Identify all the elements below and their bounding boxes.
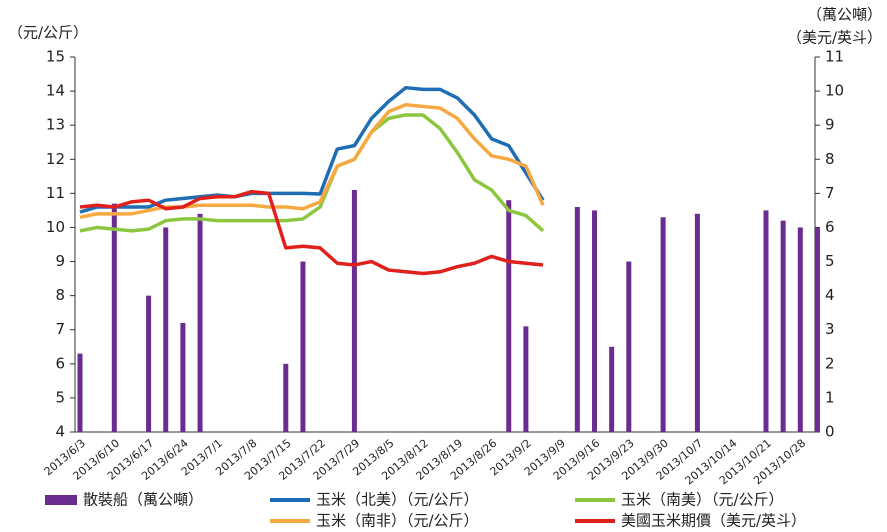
bar [300,261,306,432]
bar [660,217,666,432]
y2-tick-label: 6 [825,218,835,236]
line [79,102,545,219]
legend-label: 美國玉米期價（美元/英斗） [621,512,806,530]
y2-tick-label: 9 [825,116,835,134]
y2-tick-label: 8 [825,150,835,168]
y-tick-label: 10 [46,218,65,236]
y2-tick-label: 3 [825,320,835,338]
y-tick-label: 9 [55,252,65,270]
y2-tick-label: 1 [825,388,835,406]
bar [111,203,117,432]
bar [146,295,152,432]
bar [763,210,769,432]
bar [694,213,700,432]
y-tick-label: 13 [46,116,65,134]
legend-label: 散裝船（萬公噸） [83,491,203,509]
y-tick-label: 6 [55,354,65,372]
y2-tick-label: 7 [825,184,835,202]
y2-tick-label: 2 [825,354,835,372]
y-tick-label: 4 [55,423,65,441]
y2-axis-label: （美元/英斗） [787,29,882,47]
bar [574,207,580,432]
bar [197,213,203,432]
y-tick-label: 8 [55,286,65,304]
bar [780,220,786,432]
legend-label: 玉米（南非）（元/公斤） [316,512,479,530]
line [79,85,545,214]
y-tick-label: 5 [55,388,65,406]
y-tick-label: 12 [46,150,65,168]
y-tick-label: 11 [46,184,65,202]
legend-label: 玉米（北美）（元/公斤） [316,491,479,509]
bar [626,261,632,432]
y2-tick-label: 4 [825,286,835,304]
y-tick-label: 15 [46,48,65,66]
bar [523,326,529,432]
y-tick-label: 7 [55,320,65,338]
bar [77,353,83,432]
y2-tick-label: 5 [825,252,835,270]
y2-axis-label: （萬公噸） [807,6,882,24]
bar [592,210,597,432]
line [79,189,544,276]
bar [351,189,357,432]
bar [814,227,820,432]
bar [180,322,186,432]
line [79,113,545,233]
bar [163,227,169,432]
y-tick-label: 14 [46,82,65,100]
legend-swatch [45,495,77,505]
bar [797,227,803,432]
legend-label: 玉米（南美）（元/公斤） [621,491,784,509]
y-axis-label: （元/公斤） [8,24,88,42]
y2-tick-label: 11 [825,48,844,66]
bar [283,363,289,432]
y2-tick-label: 10 [825,82,844,100]
bar [506,200,512,432]
y2-tick-label: 0 [825,423,835,441]
bar [609,346,615,432]
